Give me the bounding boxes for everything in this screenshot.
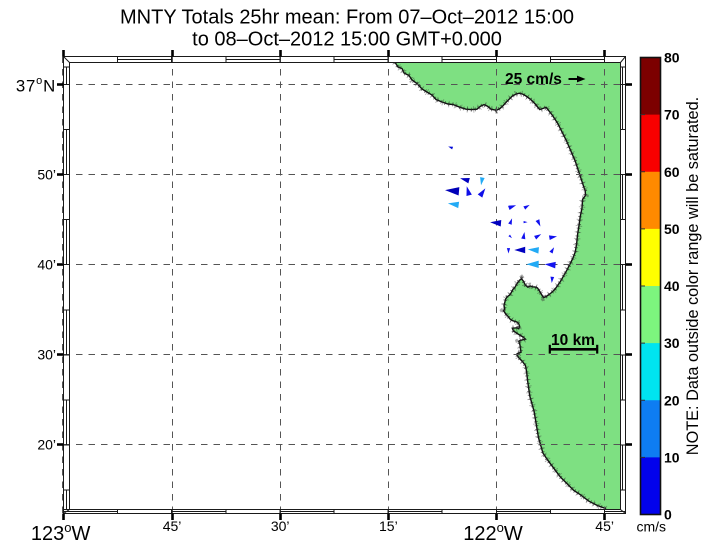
svg-text:60: 60 — [664, 164, 680, 180]
svg-text:40’: 40’ — [37, 256, 56, 272]
svg-text:30: 30 — [664, 335, 680, 351]
svg-text:20’: 20’ — [37, 436, 56, 452]
svg-text:NOTE: Data outside color range: NOTE: Data outside color range will be s… — [684, 97, 702, 455]
svg-text:40: 40 — [664, 278, 680, 294]
svg-text:123oW: 123oW — [31, 520, 91, 545]
svg-text:70: 70 — [664, 107, 680, 123]
svg-text:cm/s: cm/s — [637, 519, 667, 535]
svg-text:80: 80 — [664, 50, 680, 66]
svg-text:37oN: 37oN — [16, 75, 56, 96]
svg-text:0: 0 — [664, 507, 672, 523]
svg-text:45’: 45’ — [163, 518, 182, 534]
svg-text:10 km: 10 km — [551, 332, 595, 349]
svg-text:45’: 45’ — [595, 518, 614, 534]
svg-text:30’: 30’ — [37, 346, 56, 362]
svg-text:10: 10 — [664, 450, 680, 466]
svg-text:30’: 30’ — [271, 518, 290, 534]
svg-text:20: 20 — [664, 392, 680, 408]
svg-text:to 08–Oct–2012 15:00 GMT+0.000: to 08–Oct–2012 15:00 GMT+0.000 — [192, 29, 502, 51]
svg-text:15’: 15’ — [379, 518, 398, 534]
svg-text:25 cm/s: 25 cm/s — [505, 71, 562, 88]
svg-text:MNTY Totals 25hr mean: From 07: MNTY Totals 25hr mean: From 07–Oct–2012 … — [120, 7, 574, 29]
svg-text:122oW: 122oW — [463, 520, 523, 545]
svg-text:50: 50 — [664, 221, 680, 237]
svg-text:50’: 50’ — [37, 166, 56, 182]
